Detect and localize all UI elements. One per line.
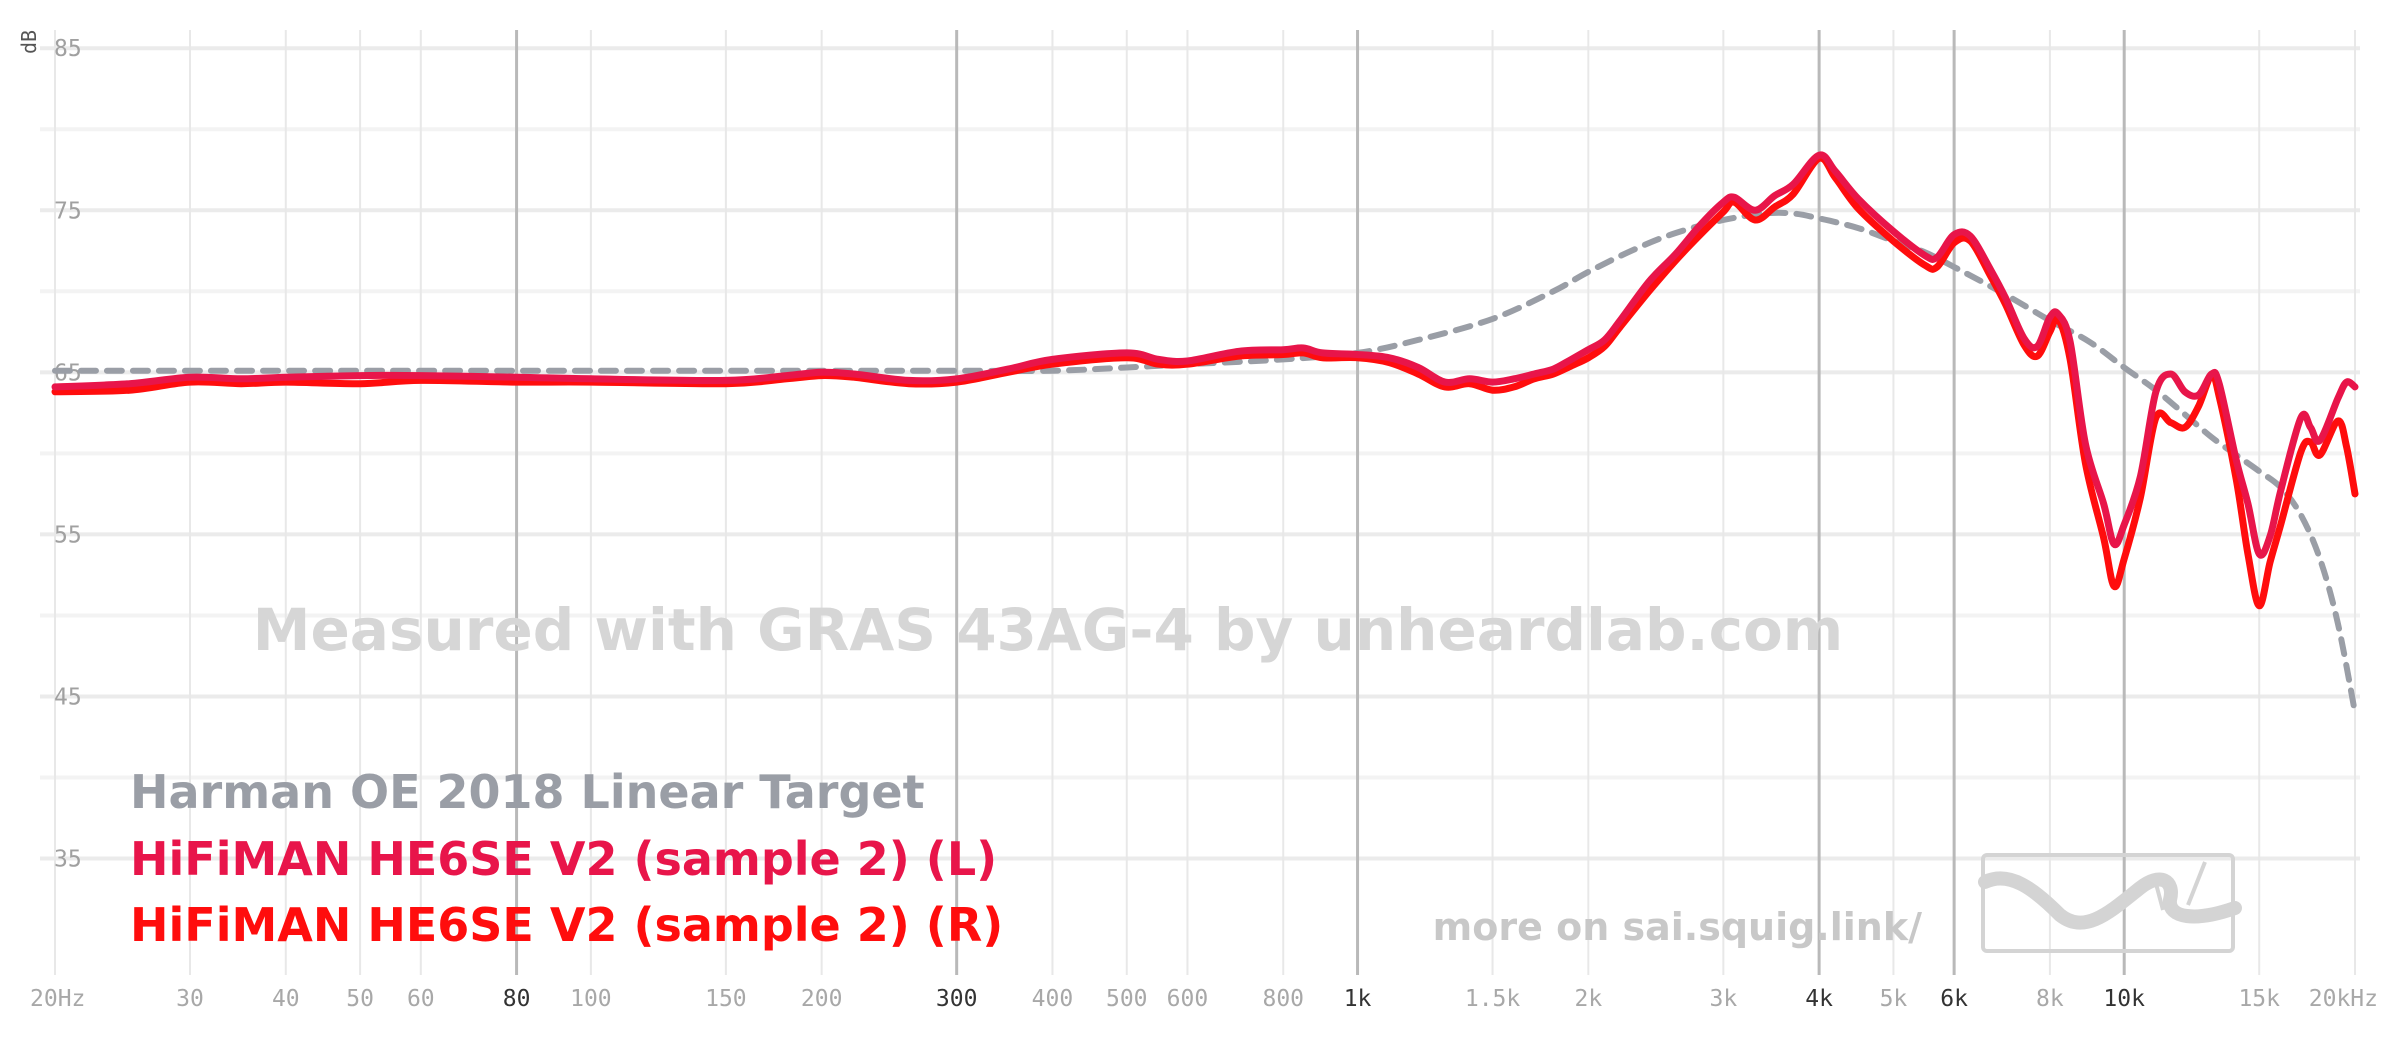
y-tick-label: 75 bbox=[54, 198, 82, 224]
x-tick-label: 50 bbox=[346, 986, 374, 1012]
x-tick-label: 10k bbox=[2103, 986, 2145, 1012]
y-axis-unit-label: dB bbox=[17, 30, 41, 54]
x-tick-label: 150 bbox=[705, 986, 747, 1012]
site-link-text: more on sai.squig.link/ bbox=[1433, 905, 1922, 949]
x-tick-label: 60 bbox=[407, 986, 435, 1012]
x-tick-label: 15k bbox=[2238, 986, 2280, 1012]
grid-lines bbox=[40, 30, 2360, 975]
x-tick-label: 1.5k bbox=[1465, 986, 1521, 1012]
x-tick-label: 600 bbox=[1167, 986, 1209, 1012]
x-tick-label: 20kHz bbox=[2309, 986, 2378, 1012]
x-tick-label: 100 bbox=[570, 986, 612, 1012]
x-axis-ticks: 20Hz 30 40 50 60 80 100 150 200 300 400 500 600 800 1k… bbox=[30, 986, 2378, 1012]
x-tick-label: 80 bbox=[503, 986, 531, 1012]
x-tick-label: 30 bbox=[176, 986, 204, 1012]
legend-entry: HiFiMAN HE6SE V2 (sample 2) (R) bbox=[130, 898, 1003, 952]
x-tick-label: 500 bbox=[1106, 986, 1148, 1012]
series-line bbox=[52, 209, 2358, 716]
y-tick-label: 85 bbox=[54, 36, 82, 62]
x-tick-label: 20Hz bbox=[30, 986, 85, 1012]
x-tick-label: 200 bbox=[801, 986, 843, 1012]
x-tick-label: 4k bbox=[1805, 986, 1833, 1012]
legend-entry: Harman OE 2018 Linear Target bbox=[130, 765, 925, 819]
series-line bbox=[51, 151, 2359, 559]
x-tick-label: 6k bbox=[1940, 986, 1968, 1012]
series-line bbox=[51, 154, 2359, 610]
x-tick-label: 8k bbox=[2036, 986, 2064, 1012]
y-tick-label: 45 bbox=[54, 684, 82, 710]
legend: Harman OE 2018 Linear Target HiFiMAN HE6S… bbox=[130, 765, 1003, 952]
x-tick-label: 400 bbox=[1032, 986, 1074, 1012]
y-tick-label: 55 bbox=[54, 522, 82, 548]
watermark-text: Measured with GRAS 43AG-4 by unheardlab.… bbox=[253, 596, 1844, 664]
x-tick-label: 300 bbox=[936, 986, 978, 1012]
legend-entry: HiFiMAN HE6SE V2 (sample 2) (L) bbox=[130, 832, 997, 886]
x-tick-label: 40 bbox=[272, 986, 300, 1012]
x-tick-label: 5k bbox=[1880, 986, 1908, 1012]
y-tick-label: 35 bbox=[54, 847, 82, 873]
series-lines bbox=[51, 151, 2359, 716]
x-tick-label: 1k bbox=[1344, 986, 1372, 1012]
x-tick-label: 800 bbox=[1262, 986, 1304, 1012]
squig-logo bbox=[1978, 853, 2242, 953]
x-tick-label: 3k bbox=[1709, 986, 1737, 1012]
x-tick-label: 2k bbox=[1574, 986, 1602, 1012]
